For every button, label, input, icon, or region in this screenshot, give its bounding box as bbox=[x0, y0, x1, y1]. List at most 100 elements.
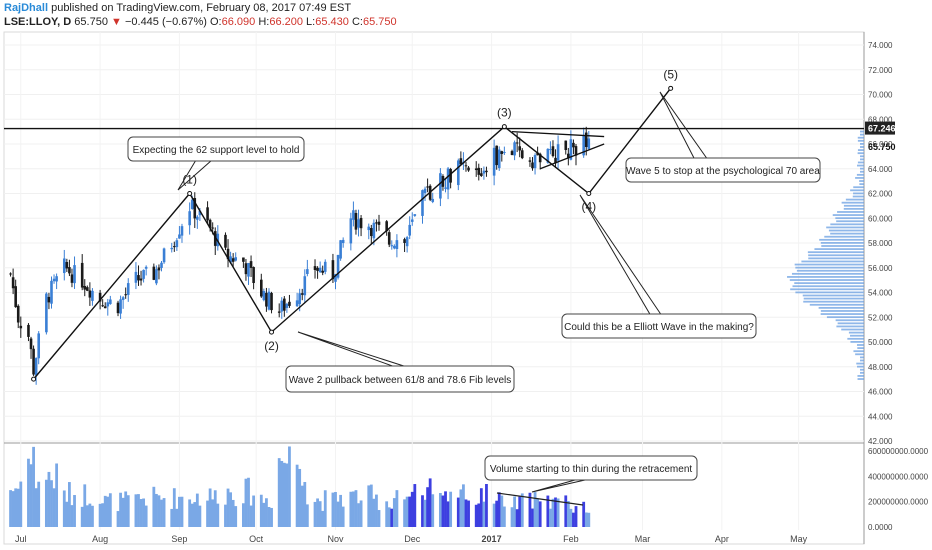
volume-bar bbox=[369, 484, 373, 527]
time-label: May bbox=[790, 534, 808, 544]
profile-bar bbox=[795, 266, 864, 269]
profile-bar bbox=[790, 288, 864, 291]
candle-down bbox=[531, 162, 534, 169]
candle-down bbox=[316, 267, 319, 271]
change-arrow-icon: ▼ bbox=[111, 16, 122, 28]
volume-bar bbox=[546, 495, 550, 527]
volume-bar bbox=[134, 494, 138, 527]
volume-bar bbox=[101, 503, 105, 527]
callout-volume[interactable]: Volume starting to thin during the retra… bbox=[484, 455, 698, 481]
candle-up bbox=[318, 267, 322, 273]
time-label: Aug bbox=[92, 534, 108, 544]
callout-wave2[interactable]: Wave 2 pullback between 61/8 and 78.6 Fi… bbox=[285, 365, 515, 393]
volume-trend-line[interactable] bbox=[496, 492, 584, 506]
price-tick-label: 46.000 bbox=[868, 388, 893, 397]
wave-point bbox=[668, 85, 674, 91]
candle-up bbox=[405, 237, 409, 247]
volume-bar bbox=[459, 489, 463, 527]
profile-bar bbox=[841, 328, 864, 331]
volume-bar bbox=[234, 506, 238, 527]
price-tick-label: 60.000 bbox=[868, 214, 893, 223]
volume-bar bbox=[318, 501, 322, 527]
candle-down bbox=[584, 132, 588, 147]
level-tag: 67.246 bbox=[865, 121, 896, 135]
profile-bar bbox=[856, 362, 864, 365]
candle-up bbox=[52, 278, 56, 282]
volume-bar bbox=[142, 498, 146, 527]
time-label: Dec bbox=[404, 534, 421, 544]
high-value: 66.200 bbox=[269, 16, 303, 28]
candle-down bbox=[464, 165, 468, 167]
volume-bar bbox=[267, 507, 271, 527]
callout-support[interactable]: Expecting the 62 support level to hold bbox=[127, 136, 305, 162]
candle-up bbox=[119, 299, 122, 314]
price-tick-label: 66.000 bbox=[868, 140, 893, 149]
callout-elliott[interactable]: Could this be a Elliott Wave in the maki… bbox=[561, 313, 757, 339]
candle-down bbox=[231, 258, 235, 262]
volume-bar bbox=[313, 501, 317, 527]
volume-bar bbox=[37, 481, 41, 527]
volume-bar bbox=[392, 498, 396, 527]
volume-bar bbox=[16, 488, 20, 527]
candle-down bbox=[270, 292, 273, 311]
candle-down bbox=[510, 151, 514, 156]
candle-down bbox=[65, 262, 69, 269]
volume-bar bbox=[88, 503, 92, 527]
candle-down bbox=[152, 266, 156, 280]
candle-up bbox=[582, 135, 585, 156]
candle-down bbox=[83, 286, 87, 290]
profile-bar bbox=[837, 322, 864, 325]
volume-bar bbox=[341, 506, 345, 527]
author-name[interactable]: RajDhall bbox=[4, 2, 49, 14]
profile-bar bbox=[830, 232, 864, 235]
volume-bar bbox=[213, 490, 217, 527]
candle-down bbox=[244, 263, 248, 275]
volume-bar bbox=[305, 504, 309, 527]
profile-bar bbox=[860, 133, 864, 136]
volume-bar bbox=[413, 484, 417, 527]
time-label: Jul bbox=[15, 534, 27, 544]
candle-down bbox=[554, 157, 557, 164]
profile-bar bbox=[857, 152, 864, 155]
time-label: Nov bbox=[327, 534, 344, 544]
callout-volume-text: Volume starting to thin during the retra… bbox=[490, 464, 693, 475]
candle-down bbox=[574, 146, 578, 156]
chart-frame bbox=[3, 31, 865, 545]
volume-bar bbox=[157, 495, 161, 527]
profile-bar bbox=[830, 223, 864, 226]
triangle-pattern[interactable] bbox=[512, 130, 605, 170]
volume-bar bbox=[241, 503, 245, 527]
volume-bar bbox=[564, 495, 568, 527]
candle-up bbox=[234, 257, 238, 261]
candle-down bbox=[283, 298, 286, 311]
profile-bar bbox=[860, 143, 864, 145]
time-label: Feb bbox=[563, 534, 579, 544]
callout-wave5[interactable]: Wave 5 to stop at the psychological 70 a… bbox=[625, 157, 821, 183]
candle-down bbox=[567, 153, 570, 158]
volume-bar bbox=[244, 478, 248, 527]
candle-up bbox=[267, 291, 271, 310]
volume-bar bbox=[70, 505, 74, 527]
volume-bar bbox=[154, 493, 158, 527]
profile-bar bbox=[860, 170, 864, 173]
volume-bar bbox=[288, 446, 291, 527]
profile-bar bbox=[859, 183, 864, 186]
volume-bar bbox=[300, 485, 304, 527]
volume-bar bbox=[510, 507, 514, 527]
time-label: Oct bbox=[249, 534, 264, 544]
candle-down bbox=[377, 221, 381, 225]
candle-up bbox=[144, 266, 148, 269]
volume-tick-label: 200000000.0000 bbox=[868, 498, 929, 507]
volume-bar bbox=[231, 499, 235, 527]
candle-up bbox=[162, 248, 166, 263]
candle-up bbox=[421, 190, 424, 216]
candle-up bbox=[62, 258, 66, 274]
candle-up bbox=[431, 198, 435, 202]
volume-bar bbox=[85, 505, 89, 527]
profile-bar bbox=[843, 204, 864, 207]
elliott-wave-path[interactable] bbox=[31, 85, 674, 382]
volume-bar bbox=[175, 508, 179, 527]
volume-bar bbox=[80, 506, 84, 527]
volume-tick-label: 600000000.0000 bbox=[868, 447, 929, 456]
